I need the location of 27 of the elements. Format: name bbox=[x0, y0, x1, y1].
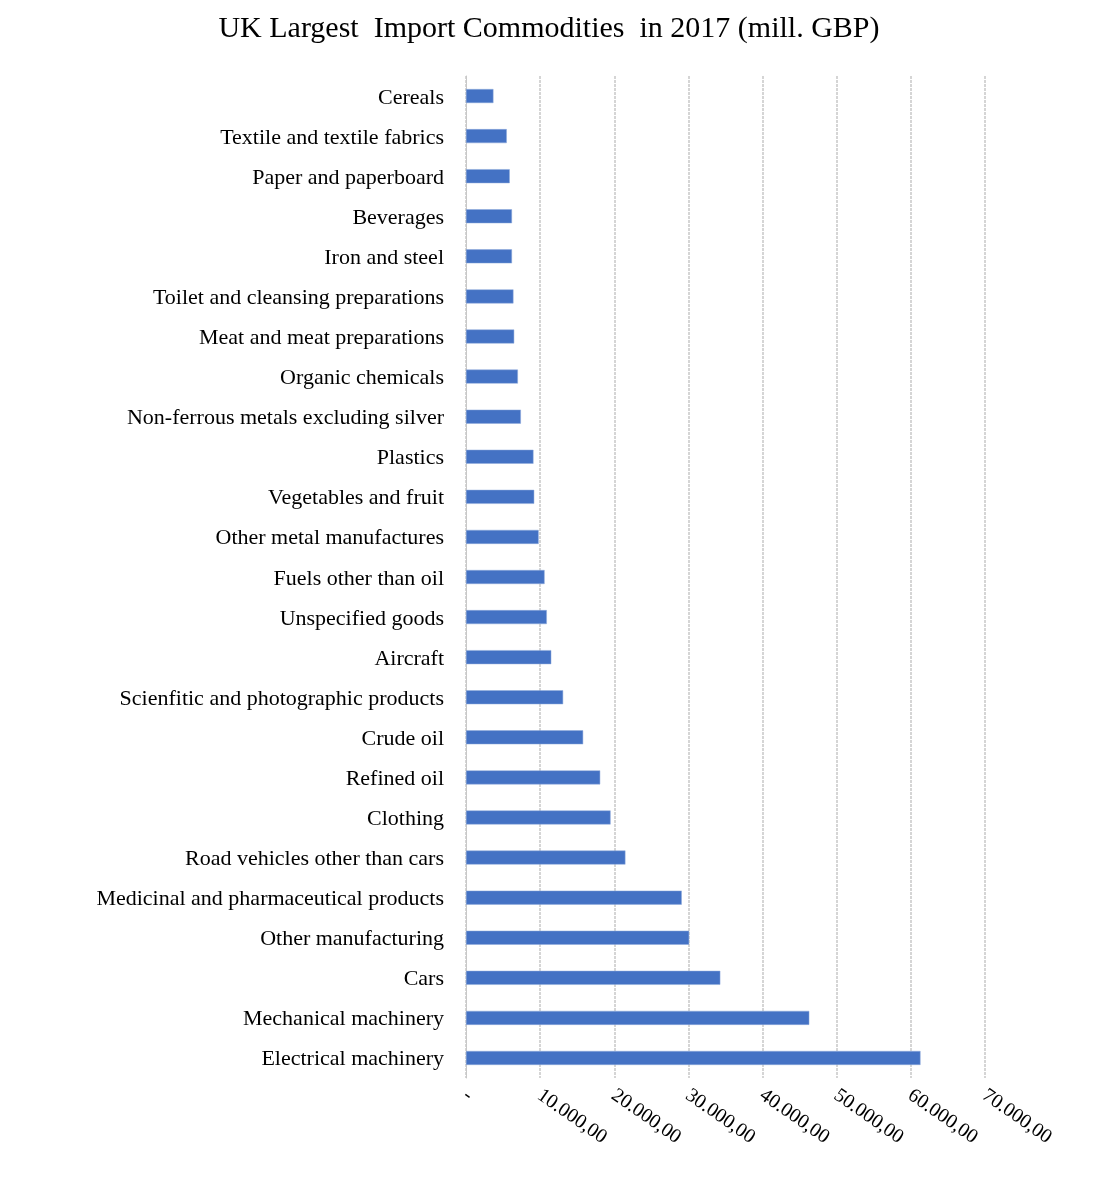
y-tick-label: Vegetables and fruit bbox=[268, 484, 444, 510]
y-tick-label: Medicinal and pharmaceutical products bbox=[96, 885, 444, 911]
y-tick-label: Non-ferrous metals excluding silver bbox=[126, 404, 445, 430]
chart-title: UK Largest Import Commodities in 2017 (mill. GBP) bbox=[218, 9, 880, 44]
y-tick-label: Fuels other than oil bbox=[273, 564, 444, 590]
y-tick-label: Cars bbox=[403, 965, 444, 991]
y-tick-label: Mechanical machinery bbox=[243, 1005, 444, 1031]
y-tick-label: Crude oil bbox=[361, 724, 444, 750]
y-tick-label: Organic chemicals bbox=[280, 364, 444, 390]
y-tick-label: Refined oil bbox=[345, 764, 444, 790]
y-tick-label: Paper and paperboard bbox=[252, 163, 444, 189]
y-tick-label: Aircraft bbox=[374, 644, 444, 670]
y-tick-label: Meat and meat preparations bbox=[199, 324, 444, 350]
y-tick-label: Electrical machinery bbox=[261, 1045, 444, 1071]
y-tick-label: Other manufacturing bbox=[260, 925, 444, 951]
y-tick-label: Textile and textile fabrics bbox=[220, 123, 444, 149]
y-tick-label: Scienfitic and photographic products bbox=[119, 684, 444, 710]
y-tick-label: Beverages bbox=[352, 203, 444, 229]
y-tick-label: Clothing bbox=[366, 804, 444, 830]
y-tick-label: Cereals bbox=[378, 83, 444, 109]
y-tick-label: Road vehicles other than cars bbox=[184, 845, 444, 871]
y-tick-label: Toilet and cleansing preparations bbox=[152, 283, 444, 309]
y-tick-label: Unspecified goods bbox=[279, 604, 444, 630]
y-tick-label: Other metal manufactures bbox=[215, 524, 444, 550]
y-tick-label: Plastics bbox=[376, 444, 444, 470]
y-tick-label: Iron and steel bbox=[324, 243, 444, 269]
x-tick-label: - bbox=[459, 1082, 478, 1105]
